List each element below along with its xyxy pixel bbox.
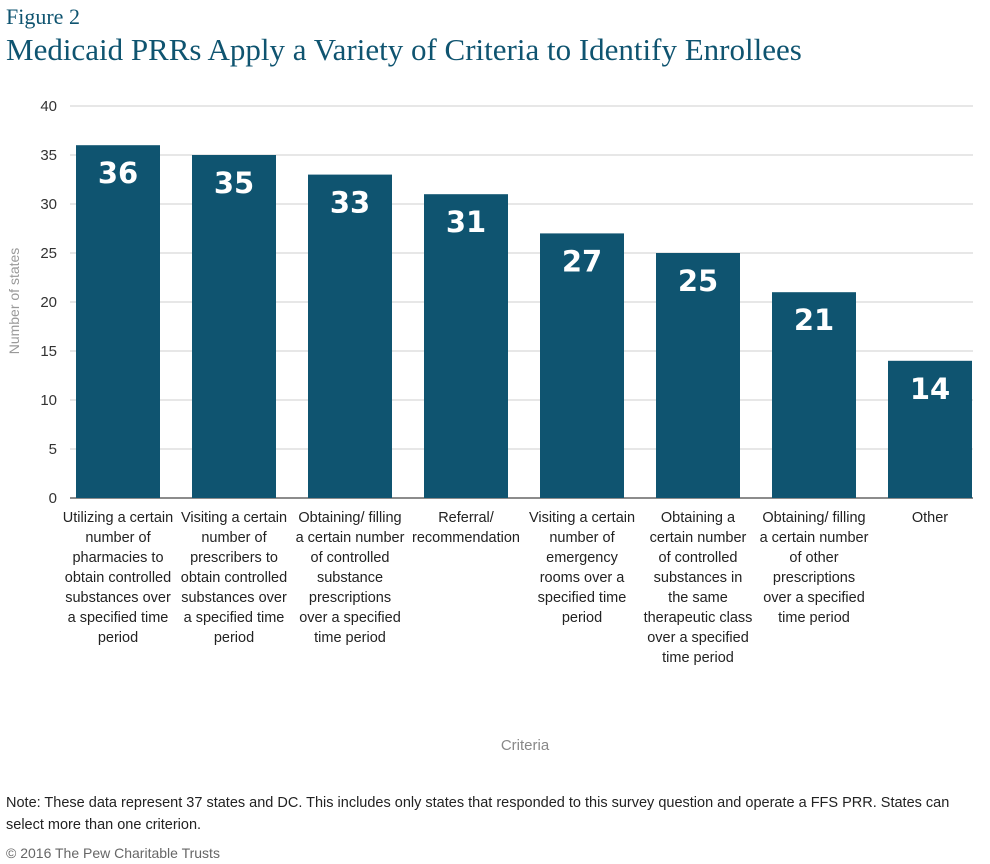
y-tick-label: 35 <box>40 147 57 164</box>
x-axis-label: Criteria <box>500 737 550 754</box>
x-category-label: Visiting a certain number of prescribers… <box>180 510 288 646</box>
bar-value-label: 25 <box>678 264 718 298</box>
bar-value-label: 27 <box>562 244 602 278</box>
y-tick-label: 25 <box>40 245 57 262</box>
bars: 36 35 33 31 27 25 21 14 <box>76 145 972 498</box>
bar-value-label: 35 <box>214 166 254 200</box>
bar-chart: 0 5 10 15 20 25 30 35 40 36 35 33 31 27 25 21 14 Number… <box>6 98 973 507</box>
x-category-label: Obtaining a certain number of controlled… <box>643 510 753 666</box>
y-tick-label: 20 <box>40 294 57 311</box>
x-category-label: Visiting a certain number of emergency r… <box>528 510 636 626</box>
y-tick-label: 40 <box>40 98 57 115</box>
bar <box>424 194 508 498</box>
bar <box>76 145 160 498</box>
bar-value-label: 33 <box>330 186 370 220</box>
x-category-label: Obtaining/ filling a certain number of o… <box>759 510 869 626</box>
footnote: Note: These data represent 37 states and… <box>6 795 950 833</box>
chart-title: Medicaid PRRs Apply a Variety of Criteri… <box>6 32 802 67</box>
bar <box>308 174 392 498</box>
bar <box>772 292 856 498</box>
bar <box>888 360 972 498</box>
bar-value-label: 31 <box>446 205 486 239</box>
y-tick-label: 30 <box>40 196 57 213</box>
bar <box>656 253 740 498</box>
y-tick-label: 0 <box>49 490 57 507</box>
figure-label: Figure 2 <box>6 4 80 29</box>
x-category-label: Other <box>911 510 949 526</box>
copyright: © 2016 The Pew Charitable Trusts <box>6 845 220 861</box>
y-tick-label: 5 <box>49 441 57 458</box>
y-tick-label: 10 <box>40 392 57 409</box>
bar-value-label: 21 <box>794 303 834 337</box>
x-category-label: Obtaining/ filling a certain number of c… <box>295 510 405 646</box>
y-axis-label: Number of states <box>6 248 22 355</box>
bar-value-label: 14 <box>910 372 950 406</box>
y-tick-label: 15 <box>40 343 57 360</box>
bar <box>192 155 276 498</box>
bar-value-label: 36 <box>98 156 138 190</box>
x-category-label: Utilizing a certain number of pharmacies… <box>62 510 174 646</box>
x-category-label: Referral/ recommendation <box>412 510 520 546</box>
bar <box>540 233 624 498</box>
